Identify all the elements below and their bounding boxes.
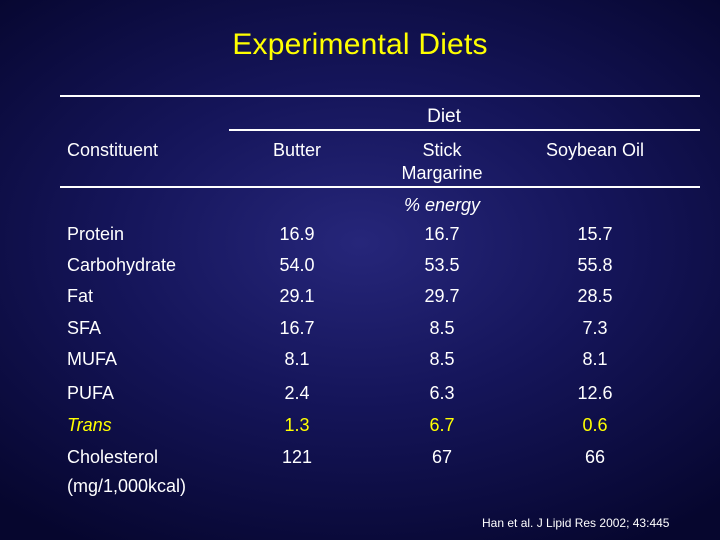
column-header-stick-margarine: Stick [422, 140, 462, 160]
cell-trans-soybean: 0.6 [582, 415, 608, 435]
row-label-mufa: MUFA [67, 349, 118, 369]
cell-trans-butter: 1.3 [284, 415, 310, 435]
cell-cholesterol-butter: 121 [281, 447, 313, 467]
constituent-header: Constituent [67, 140, 159, 160]
cell-sfa-soybean: 7.3 [582, 318, 608, 338]
cell-fat-soybean: 28.5 [577, 286, 613, 306]
cell-pufa-margarine: 6.3 [429, 383, 455, 403]
row-label-pufa: PUFA [67, 383, 115, 403]
cell-protein-butter: 16.9 [279, 224, 315, 244]
cell-fat-margarine: 29.7 [424, 286, 460, 306]
cell-mufa-butter: 8.1 [284, 349, 310, 369]
unit-label: % energy [403, 195, 481, 215]
slide-title: Experimental Diets [232, 28, 488, 61]
row-label-cholesterol-unit: (mg/1,000kcal) [67, 476, 187, 496]
row-label-trans: Trans [67, 415, 112, 435]
citation: Han et al. J Lipid Res 2002; 43:445 [482, 516, 670, 530]
row-label-protein: Protein [67, 224, 125, 244]
cell-pufa-butter: 2.4 [284, 383, 310, 403]
cell-cholesterol-soybean: 66 [584, 447, 606, 467]
cell-mufa-soybean: 8.1 [582, 349, 608, 369]
cell-carbohydrate-margarine: 53.5 [424, 255, 460, 275]
column-header-soybean-oil: Soybean Oil [545, 140, 645, 160]
table-top-rule [60, 95, 700, 97]
cell-carbohydrate-butter: 54.0 [279, 255, 315, 275]
cell-protein-soybean: 15.7 [577, 224, 613, 244]
header-bottom-rule [60, 186, 700, 188]
cell-pufa-soybean: 12.6 [577, 383, 613, 403]
cell-sfa-butter: 16.7 [279, 318, 315, 338]
column-header-butter: Butter [272, 140, 322, 160]
diet-group-header: Diet [427, 106, 461, 127]
cell-trans-margarine: 6.7 [429, 415, 455, 435]
row-label-fat: Fat [67, 286, 94, 306]
cell-sfa-margarine: 8.5 [429, 318, 455, 338]
row-label-sfa: SFA [67, 318, 102, 338]
cell-cholesterol-margarine: 67 [431, 447, 453, 467]
row-label-cholesterol: Cholesterol [67, 447, 159, 467]
cell-carbohydrate-soybean: 55.8 [577, 255, 613, 275]
cell-mufa-margarine: 8.5 [429, 349, 455, 369]
cell-protein-margarine: 16.7 [424, 224, 460, 244]
diet-group-rule [229, 129, 700, 131]
cell-fat-butter: 29.1 [279, 286, 315, 306]
row-label-carbohydrate: Carbohydrate [67, 255, 177, 275]
column-header-stick-margarine-line2: Margarine [401, 163, 483, 183]
